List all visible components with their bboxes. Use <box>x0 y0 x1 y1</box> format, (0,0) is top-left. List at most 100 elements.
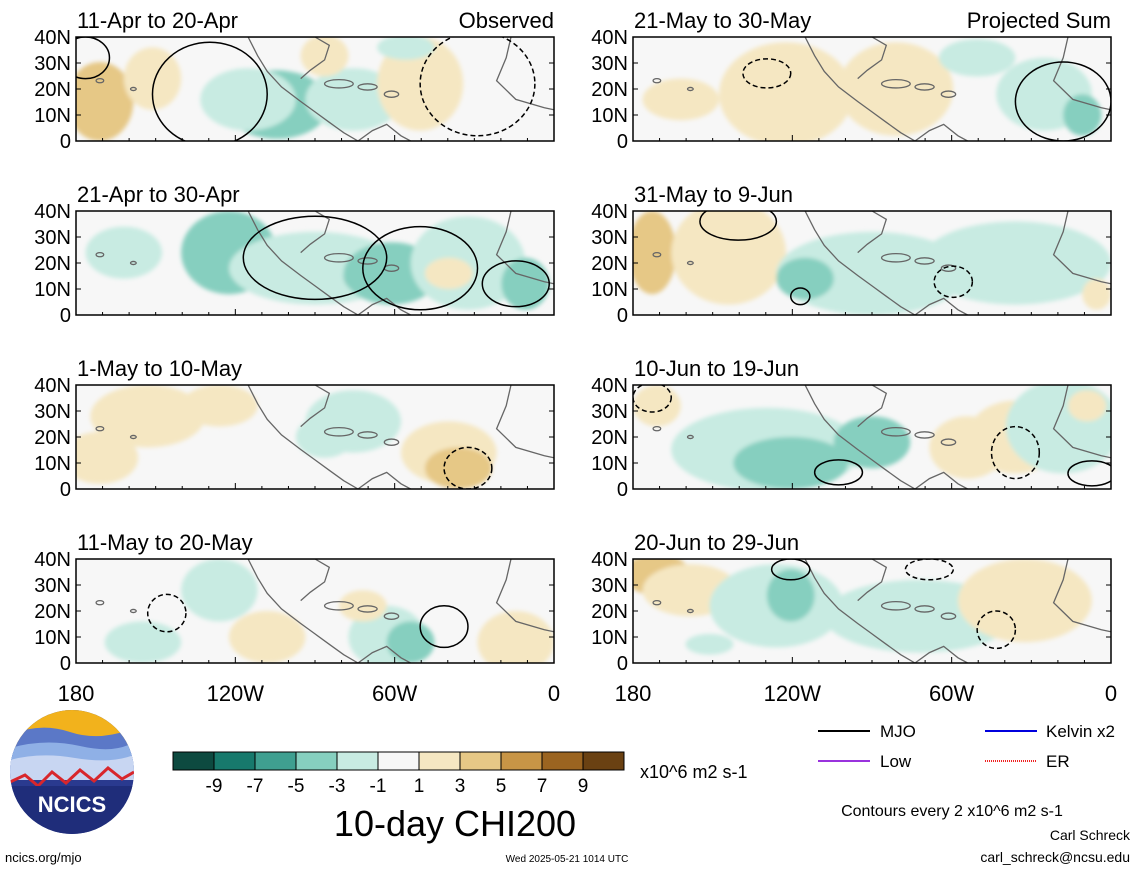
lat-tick-label: 10N <box>34 279 71 301</box>
chi-shading <box>76 37 554 141</box>
mjo-contour <box>419 37 536 137</box>
lon-tick-label: 0 <box>548 681 560 706</box>
lat-tick-label: 10N <box>591 453 628 475</box>
lat-tick-label: 10N <box>34 105 71 127</box>
lat-tick-label: 0 <box>60 131 71 153</box>
anomaly-region <box>776 231 968 315</box>
lat-tick-label: 10N <box>591 627 628 649</box>
lon-tick-label: 180 <box>615 681 652 706</box>
lat-tick-label: 30N <box>591 227 628 249</box>
lat-tick-label: 30N <box>591 53 628 75</box>
colorbar-tick-label: -5 <box>288 776 305 797</box>
mjo-contour <box>813 459 864 486</box>
chi-shading <box>642 37 1111 141</box>
map-panel: 40N 30N 20N 10N 0 21-May to 30-May Projected S… <box>591 8 1112 153</box>
colorbar-swatch <box>295 751 338 771</box>
anomaly-region <box>633 385 681 427</box>
lat-tick-label: 30N <box>34 575 71 597</box>
anomaly-region <box>76 431 139 484</box>
anomaly-region <box>200 68 296 131</box>
lat-tick-label: 0 <box>617 653 628 675</box>
lat-tick-label: 0 <box>617 305 628 327</box>
mjo-contour <box>976 610 1017 650</box>
mjo-contour <box>770 559 811 581</box>
lat-tick-label: 0 <box>60 653 71 675</box>
mjo-contour <box>151 41 268 141</box>
panel-period-label: 10-Jun to 19-Jun <box>634 356 799 381</box>
chi-shading <box>633 211 1111 315</box>
anomaly-region <box>919 221 1111 305</box>
anomaly-region <box>776 257 834 300</box>
anomaly-region <box>104 621 182 663</box>
lat-tick-label: 30N <box>591 401 628 423</box>
lat-tick-label: 30N <box>34 227 71 249</box>
coastline <box>652 37 1111 141</box>
map-panel: 40N 30N 20N 10N 0 10-Jun to 19-Jun <box>591 356 1112 501</box>
colorbar-tick-label: 1 <box>414 776 425 797</box>
chi-shading <box>85 211 554 315</box>
lat-tick-label: 10N <box>591 279 628 301</box>
anomaly-region <box>719 42 853 141</box>
mjo-contour <box>990 425 1041 480</box>
footer-email[interactable]: carl_schreck@ncsu.edu <box>980 849 1130 865</box>
lat-tick-label: 20N <box>591 427 628 449</box>
colorbar-swatch <box>254 751 297 771</box>
lat-tick-label: 10N <box>591 105 628 127</box>
lat-tick-label: 40N <box>591 27 628 49</box>
coastline <box>652 559 1111 663</box>
lat-tick-label: 0 <box>617 479 628 501</box>
lat-tick-label: 30N <box>591 575 628 597</box>
anomaly-region <box>300 37 349 77</box>
anomaly-region <box>733 437 849 489</box>
mjo-contour <box>904 559 955 581</box>
mjo-contour <box>789 287 811 306</box>
map-panel: 40N 30N 20N 10N 0 1-May to 10-May <box>34 356 555 501</box>
colorbar-swatch <box>459 751 502 771</box>
coastline <box>652 211 1111 315</box>
lon-tick-label: 120W <box>207 681 265 706</box>
chi-shading <box>95 559 554 663</box>
lon-tick-label: 180 <box>58 681 95 706</box>
anomaly-region <box>123 47 182 110</box>
colorbar-tick-label: -9 <box>206 776 223 797</box>
mjo-contour <box>742 58 792 89</box>
legend-label-mjo: MJO <box>880 722 916 741</box>
lat-tick-label: 40N <box>34 375 71 397</box>
colorbar-tick-label: 7 <box>537 776 548 797</box>
colorbar-swatch <box>582 751 625 771</box>
lat-tick-label: 10N <box>34 453 71 475</box>
mjo-contour <box>242 215 388 301</box>
lat-tick-label: 30N <box>34 53 71 75</box>
panel-period-label: 20-Jun to 29-Jun <box>634 530 799 555</box>
anomaly-region <box>838 42 954 136</box>
colorbar-swatch <box>500 751 543 771</box>
anomaly-region <box>642 78 720 121</box>
lat-tick-label: 20N <box>34 79 71 101</box>
map-panel: 40N 30N 20N 10N 0 20-Jun to 29-Jun 180 120W 60W 0 <box>591 530 1117 706</box>
map-panel: 40N 30N 20N 10N 0 31-May to 9-Jun <box>591 182 1112 327</box>
panel-period-label: 1-May to 10-May <box>77 356 242 381</box>
footer-url[interactable]: ncics.org/mjo <box>5 850 82 865</box>
colorbar-units: x10^6 m2 s-1 <box>640 762 748 782</box>
anomaly-region <box>633 211 677 295</box>
mjo-contour <box>362 225 479 311</box>
footer-author: Carl Schreck <box>1050 827 1131 843</box>
lat-tick-label: 20N <box>34 601 71 623</box>
colorbar-swatch <box>213 751 256 771</box>
lat-tick-label: 20N <box>34 253 71 275</box>
lat-tick-label: 20N <box>591 79 628 101</box>
lon-tick-label: 60W <box>372 681 417 706</box>
map-panel: 40N 30N 20N 10N 0 11-Apr to 20-Apr Observed <box>34 8 555 153</box>
lat-tick-label: 40N <box>591 201 628 223</box>
anomaly-region <box>90 385 206 448</box>
lon-tick-label: 60W <box>929 681 974 706</box>
panel-period-label: 31-May to 9-Jun <box>634 182 793 207</box>
logo-text: NCICS <box>38 792 106 817</box>
ncics-logo: NCICS <box>10 710 134 834</box>
figure-title: 10-day CHI200 <box>334 803 576 844</box>
anomaly-region <box>833 416 911 469</box>
lat-tick-label: 0 <box>617 131 628 153</box>
anomaly-region <box>386 621 435 663</box>
